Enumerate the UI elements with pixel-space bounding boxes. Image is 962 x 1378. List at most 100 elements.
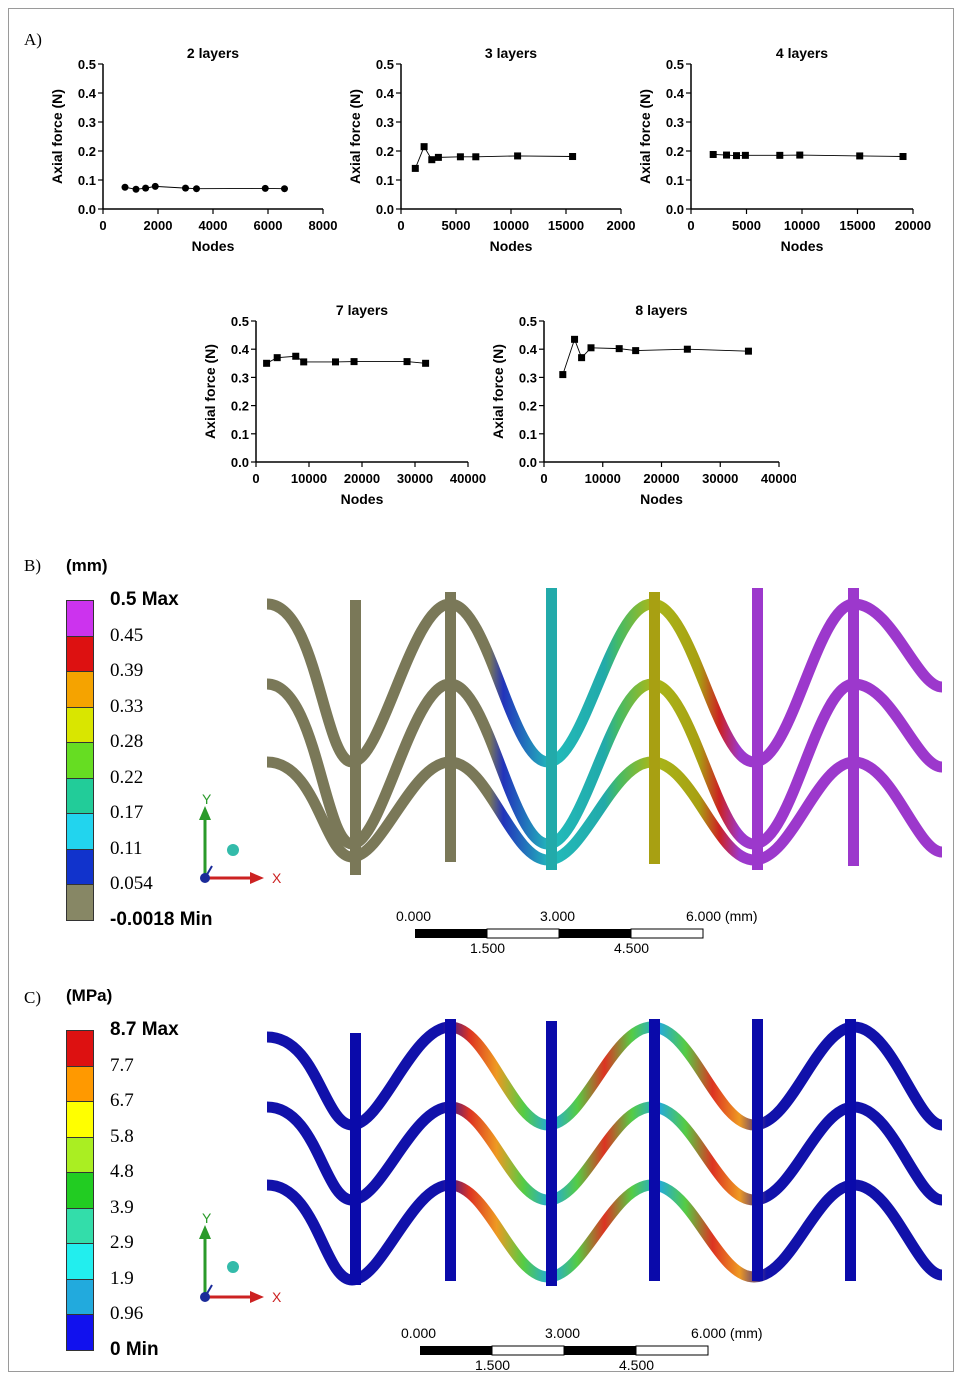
legend-swatch xyxy=(66,848,94,885)
chart-7-layers: 7 layers 0.0 0.1 0.2 0.3 0.4 0.5 0 10000 20000 300… xyxy=(202,302,486,507)
x-tick-label: 0 xyxy=(687,218,694,233)
legend-label: 5.8 xyxy=(110,1125,134,1147)
y-tick-label: 0.2 xyxy=(231,399,249,414)
x-tick-label: 4000 xyxy=(199,218,228,233)
y-tick-label: 0.3 xyxy=(519,370,537,385)
y-tick-label: 0.3 xyxy=(78,115,96,130)
legend-swatch xyxy=(66,884,94,921)
scale-bar-c: 0.000 3.000 6.000 (mm) 1.500 4.500 xyxy=(401,1325,763,1373)
legend-label: 3.9 xyxy=(110,1196,134,1218)
scale-b-tick-3: 3.000 xyxy=(540,908,575,924)
y-tick-label: 0.5 xyxy=(78,57,96,72)
y-axis-label: Axial force (N) xyxy=(490,344,506,439)
scale-c-tick-6: 6.000 (mm) xyxy=(691,1325,763,1341)
legend-c-unit: (MPa) xyxy=(66,986,113,1005)
data-point xyxy=(796,151,804,159)
data-point xyxy=(281,185,288,193)
x-axis-label: Nodes xyxy=(640,491,683,507)
chart-4-layers: 4 layers 0.0 0.1 0.2 0.3 0.4 0.5 0 5000 10000 1500… xyxy=(637,45,931,254)
scale-c-tick-0: 0.000 xyxy=(401,1325,436,1341)
panel-label-c: C) xyxy=(24,988,41,1007)
y-tick-label: 0.2 xyxy=(78,144,96,159)
x-tick-label: 0 xyxy=(397,218,404,233)
axis-triad-b: Y X xyxy=(199,791,282,886)
data-point xyxy=(709,150,717,158)
series-line xyxy=(713,154,904,157)
chart-title: 3 layers xyxy=(485,45,537,61)
chart-3-layers: 3 layers 0.0 0.1 0.2 0.3 0.4 0.5 0 5000 10000 1500… xyxy=(347,45,635,254)
legend-swatch xyxy=(66,1243,94,1280)
displacement-mesh xyxy=(266,588,944,875)
y-tick-label: 0.1 xyxy=(666,173,684,188)
y-tick-label: 0.3 xyxy=(666,115,684,130)
y-tick-label: 0.0 xyxy=(666,202,684,217)
data-point xyxy=(615,345,623,353)
data-point xyxy=(899,153,907,161)
y-tick-label: 0.5 xyxy=(376,57,394,72)
x-tick-label: 10000 xyxy=(291,471,327,486)
y-tick-label: 0.1 xyxy=(78,173,96,188)
legend-label: 0.5 Max xyxy=(110,589,179,610)
chart-title: 7 layers xyxy=(336,302,388,318)
figure-frame xyxy=(8,8,954,1372)
x-tick-label: 0 xyxy=(540,471,547,486)
data-point xyxy=(332,358,339,366)
legend-label: 0.39 xyxy=(110,660,144,681)
x-axis-label: Nodes xyxy=(781,238,824,254)
scale-b-tick-4.5: 4.500 xyxy=(614,940,649,956)
data-point xyxy=(193,185,200,193)
scale-c-tick-1.5: 1.500 xyxy=(475,1357,510,1373)
y-tick-label: 0.5 xyxy=(231,314,249,329)
y-tick-label: 0.4 xyxy=(666,86,685,101)
y-axis-label: Axial force (N) xyxy=(637,89,653,184)
data-point xyxy=(428,156,436,164)
legend-swatch xyxy=(66,1314,94,1351)
y-tick-label: 0.4 xyxy=(519,342,538,357)
y-tick-label: 0.1 xyxy=(519,427,537,442)
legend-swatch xyxy=(66,777,94,814)
legend-label: 0.28 xyxy=(110,731,144,752)
x-tick-label: 5000 xyxy=(442,218,471,233)
legend-swatch xyxy=(66,1207,94,1244)
x-tick-label: 40000 xyxy=(761,471,796,486)
y-tick-label: 0.0 xyxy=(519,455,537,470)
x-tick-label: 8000 xyxy=(309,218,338,233)
y-tick-label: 0.2 xyxy=(519,399,537,414)
data-point xyxy=(142,184,150,192)
legend-label: 8.7 Max xyxy=(110,1019,179,1040)
data-point xyxy=(456,153,464,161)
data-point xyxy=(571,335,579,343)
panel-label-b: B) xyxy=(24,556,41,575)
legend-label: 0.45 xyxy=(110,624,144,646)
chart-2-layers: 2 layers 0.0 0.1 0.2 0.3 0.4 0.5 0 2000 4000 6000 8… xyxy=(49,45,338,254)
y-axis-label: Axial force (N) xyxy=(347,89,363,184)
data-point xyxy=(569,153,577,161)
chart-title: 2 layers xyxy=(187,45,239,61)
data-point xyxy=(300,358,308,366)
x-axis-label: Nodes xyxy=(192,238,235,254)
y-tick-label: 0.4 xyxy=(376,86,395,101)
y-tick-label: 0.5 xyxy=(666,57,684,72)
stress-mesh xyxy=(266,1019,944,1286)
chart-title: 8 layers xyxy=(635,302,687,318)
data-point xyxy=(350,358,358,366)
scale-b-tick-1.5: 1.500 xyxy=(470,940,505,956)
data-point xyxy=(632,347,640,355)
legend-label: 0.054 xyxy=(110,873,153,894)
data-point xyxy=(514,152,522,160)
x-axis-label: Nodes xyxy=(341,491,384,507)
x-tick-label: 15000 xyxy=(548,218,584,233)
scale-c-tick-3: 3.000 xyxy=(545,1325,580,1341)
x-tick-label: 0 xyxy=(252,471,259,486)
legend-label: 7.7 xyxy=(110,1054,134,1076)
triad-c-y-label: Y xyxy=(202,1210,212,1226)
data-point xyxy=(578,354,586,362)
data-point xyxy=(422,359,430,367)
chart-title: 4 layers xyxy=(776,45,828,61)
legend-swatch xyxy=(66,1101,94,1138)
legend-label: 0.17 xyxy=(110,802,144,823)
legend-swatch xyxy=(66,742,94,779)
y-axis-label: Axial force (N) xyxy=(202,344,218,439)
x-tick-label: 40000 xyxy=(450,471,486,486)
series-line xyxy=(266,355,426,364)
